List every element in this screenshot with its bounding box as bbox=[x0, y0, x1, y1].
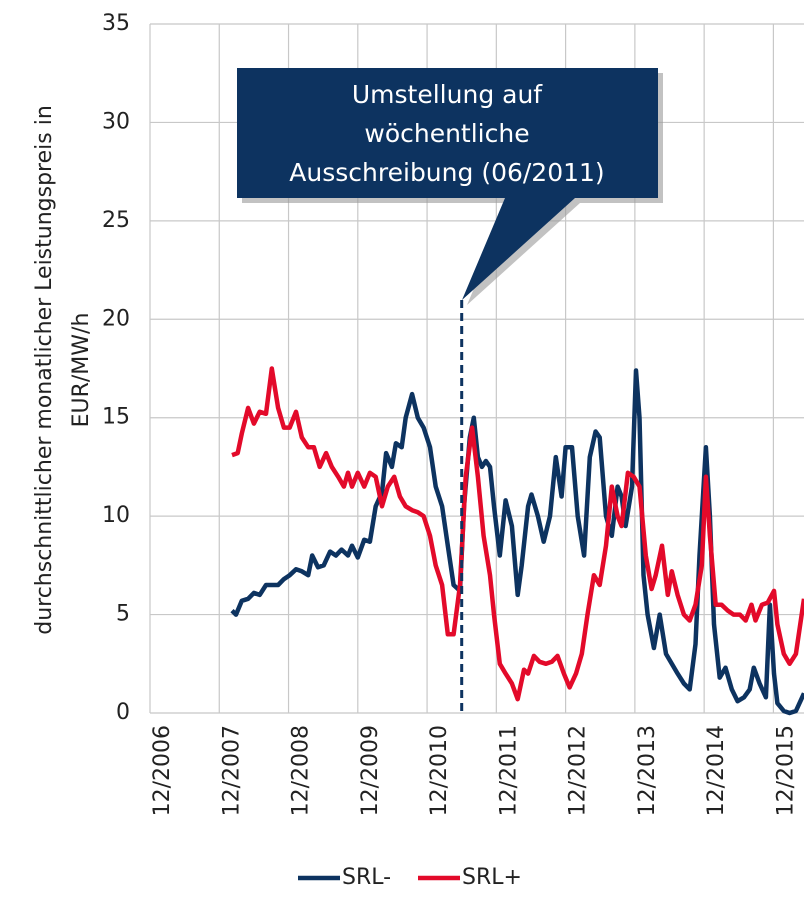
y-tick-label: 10 bbox=[102, 503, 130, 528]
x-tick-label: 12/2008 bbox=[289, 725, 314, 816]
y-tick-label: 35 bbox=[102, 11, 130, 36]
y-tick-label: 25 bbox=[102, 208, 130, 233]
y-axis-title: EUR/MW/h bbox=[69, 313, 94, 428]
legend-label: SRL+ bbox=[462, 865, 522, 890]
x-tick-label: 12/2011 bbox=[496, 725, 521, 816]
x-tick-label: 12/2007 bbox=[219, 725, 244, 816]
annotation-text: Umstellung auf bbox=[352, 80, 543, 109]
y-axis-title: durchschnittlicher monatlicher Leistungs… bbox=[32, 105, 57, 635]
callout-box bbox=[237, 68, 658, 300]
x-tick-label: 12/2012 bbox=[566, 725, 591, 816]
x-tick-label: 12/2014 bbox=[704, 725, 729, 816]
annotation-text: Ausschreibung (06/2011) bbox=[289, 158, 604, 187]
series-line bbox=[230, 368, 804, 716]
x-tick-label: 12/2009 bbox=[358, 725, 383, 816]
y-tick-label: 15 bbox=[102, 405, 130, 430]
x-tick-label: 12/2015 bbox=[773, 725, 798, 816]
y-tick-label: 30 bbox=[102, 109, 130, 134]
legend-label: SRL- bbox=[342, 865, 391, 890]
y-tick-label: 20 bbox=[102, 306, 130, 331]
y-tick-label: 5 bbox=[116, 602, 130, 627]
x-tick-label: 12/2006 bbox=[150, 725, 175, 816]
series-line bbox=[231, 366, 804, 702]
x-tick-label: 12/2013 bbox=[635, 725, 660, 816]
y-tick-label: 0 bbox=[116, 700, 130, 725]
annotation-callout: Umstellung auf wöchentliche Ausschreibung … bbox=[237, 68, 663, 305]
x-tick-label: 12/2010 bbox=[427, 725, 452, 816]
annotation-text: wöchentliche bbox=[364, 119, 529, 148]
